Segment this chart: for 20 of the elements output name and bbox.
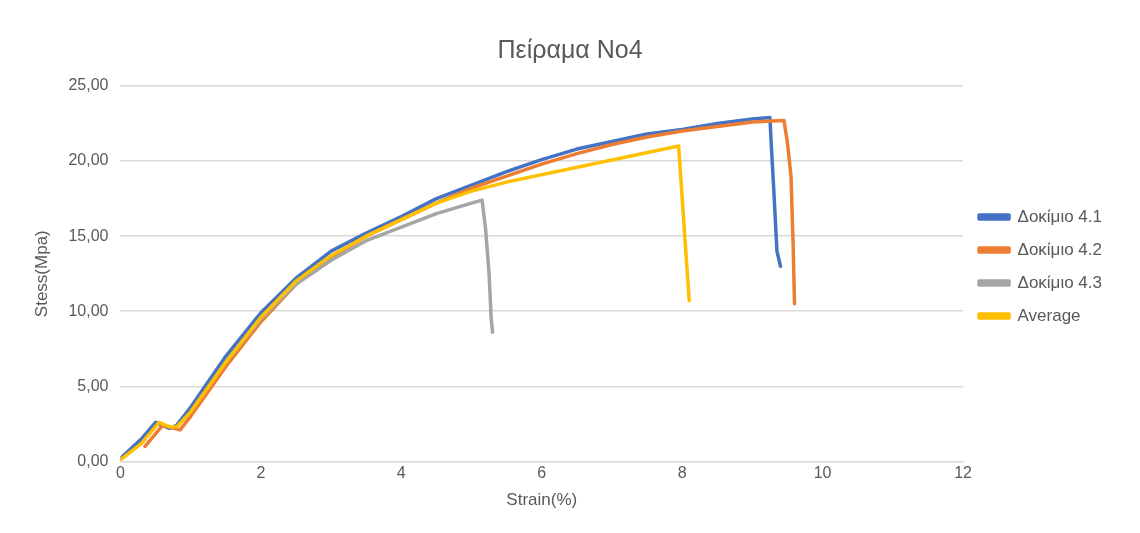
x-tick-label: 6 bbox=[537, 464, 547, 482]
y-tick-label: 0,00 bbox=[77, 451, 109, 469]
x-tick-label: 0 bbox=[115, 464, 125, 482]
y-axis-title: Stess(Mpa) bbox=[31, 230, 51, 318]
x-axis-title: Strain(%) bbox=[506, 490, 578, 510]
x-tick-label: 4 bbox=[396, 464, 406, 482]
y-tick-label: 15,00 bbox=[68, 226, 109, 244]
x-tick-label: 10 bbox=[813, 464, 832, 482]
x-tick-label: 12 bbox=[954, 464, 973, 482]
legend-label: Δοκίμιο 4.3 bbox=[1017, 272, 1102, 292]
y-tick-label: 25,00 bbox=[68, 76, 109, 94]
y-tick-label: 10,00 bbox=[68, 301, 109, 319]
chart-title: Πείραμα Νο4 bbox=[497, 34, 643, 63]
y-tick-label: 20,00 bbox=[68, 151, 109, 169]
x-tick-label: 2 bbox=[256, 464, 266, 482]
legend-label: Δοκίμιο 4.1 bbox=[1017, 206, 1102, 226]
y-tick-label: 5,00 bbox=[77, 376, 109, 394]
x-tick-label: 8 bbox=[677, 464, 687, 482]
legend-label: Average bbox=[1017, 305, 1081, 325]
legend-label: Δοκίμιο 4.2 bbox=[1017, 239, 1102, 259]
